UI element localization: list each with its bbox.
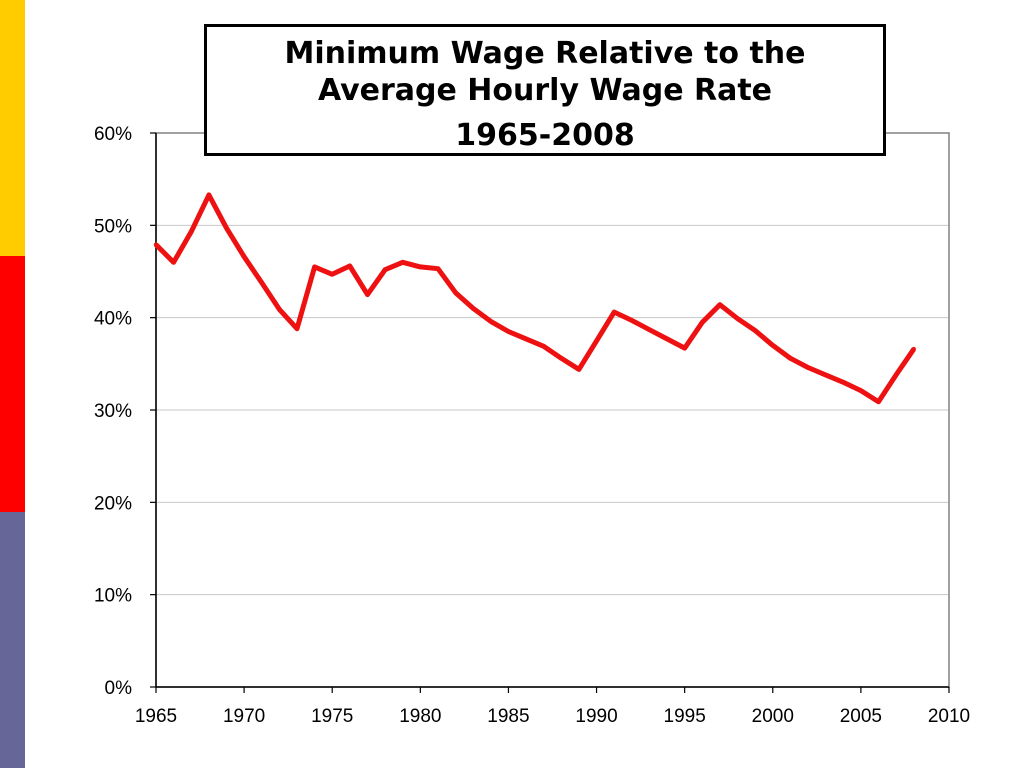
data-point	[664, 336, 670, 342]
y-tick-label: 0%	[105, 678, 133, 699]
side-bar-red	[0, 256, 25, 512]
y-tick-label: 20%	[94, 493, 132, 514]
data-point	[312, 264, 317, 270]
series-layer	[153, 192, 916, 405]
data-point	[911, 346, 916, 352]
data-point	[735, 316, 740, 321]
data-point	[682, 345, 687, 351]
x-tick-label: 1995	[664, 706, 706, 727]
data-point	[488, 319, 494, 324]
y-axis-tick-labels: 0% 10% 20% 30% 40% 50% 60%	[94, 124, 132, 699]
chart-title-box: Minimum Wage Relative to the Average Hou…	[204, 24, 886, 156]
y-tick-label: 50%	[94, 216, 132, 237]
axes	[150, 132, 950, 693]
data-point	[805, 365, 811, 370]
y-tick-label: 40%	[94, 309, 132, 330]
data-point	[400, 260, 405, 265]
side-bar-blue	[0, 512, 25, 768]
data-point	[788, 356, 793, 361]
x-tick-label: 1970	[223, 706, 265, 727]
data-point	[453, 290, 458, 295]
data-point	[629, 318, 634, 323]
data-point	[876, 399, 881, 404]
data-point	[171, 260, 176, 265]
data-point	[893, 372, 899, 378]
x-tick-label: 1965	[135, 706, 177, 727]
data-point	[823, 372, 828, 378]
x-axis-tick-labels: 1965 1970 1975 1980 1985 1990 1995 2000 2005 2010	[135, 706, 970, 727]
side-bar-yellow	[0, 0, 25, 256]
data-point	[523, 336, 529, 342]
data-point	[700, 320, 705, 325]
data-point	[647, 327, 652, 332]
data-point	[858, 388, 864, 393]
data-point	[277, 307, 282, 312]
y-tick-label: 60%	[94, 124, 132, 145]
data-point	[365, 292, 370, 297]
x-tick-label: 1980	[399, 706, 441, 727]
data-point	[418, 264, 423, 270]
x-tick-label: 2005	[840, 706, 882, 727]
data-point	[382, 267, 388, 272]
data-point	[330, 272, 335, 277]
data-point	[294, 326, 300, 331]
data-point	[189, 229, 194, 234]
chart-title-line-3: 1965-2008	[455, 118, 635, 153]
data-point	[752, 328, 758, 333]
series-line	[154, 192, 916, 405]
data-point	[347, 263, 353, 269]
data-point	[717, 302, 723, 307]
data-point	[576, 367, 582, 372]
x-tick-label: 1975	[311, 706, 353, 727]
data-point	[541, 344, 546, 349]
chart-title-line-2: Average Hourly Wage Rate	[317, 73, 773, 108]
data-point	[506, 329, 511, 334]
y-tick-label: 30%	[94, 401, 132, 422]
x-tick-label: 2000	[752, 706, 794, 727]
data-point	[153, 242, 159, 247]
data-point	[241, 254, 247, 259]
gridlines	[156, 224, 949, 596]
data-point	[471, 306, 476, 311]
data-point	[594, 338, 599, 343]
data-point	[435, 266, 441, 271]
data-point	[259, 280, 264, 285]
x-tick-label: 2010	[928, 706, 970, 727]
data-point	[206, 192, 212, 198]
chart-title-line-1: Minimum Wage Relative to the	[284, 36, 806, 71]
data-point	[224, 225, 229, 231]
data-point	[559, 356, 564, 361]
x-tick-label: 1985	[487, 706, 529, 727]
data-point	[770, 343, 775, 348]
y-tick-label: 10%	[94, 586, 132, 607]
x-tick-label: 1990	[575, 706, 617, 727]
data-point	[841, 380, 846, 385]
data-point	[611, 309, 617, 315]
